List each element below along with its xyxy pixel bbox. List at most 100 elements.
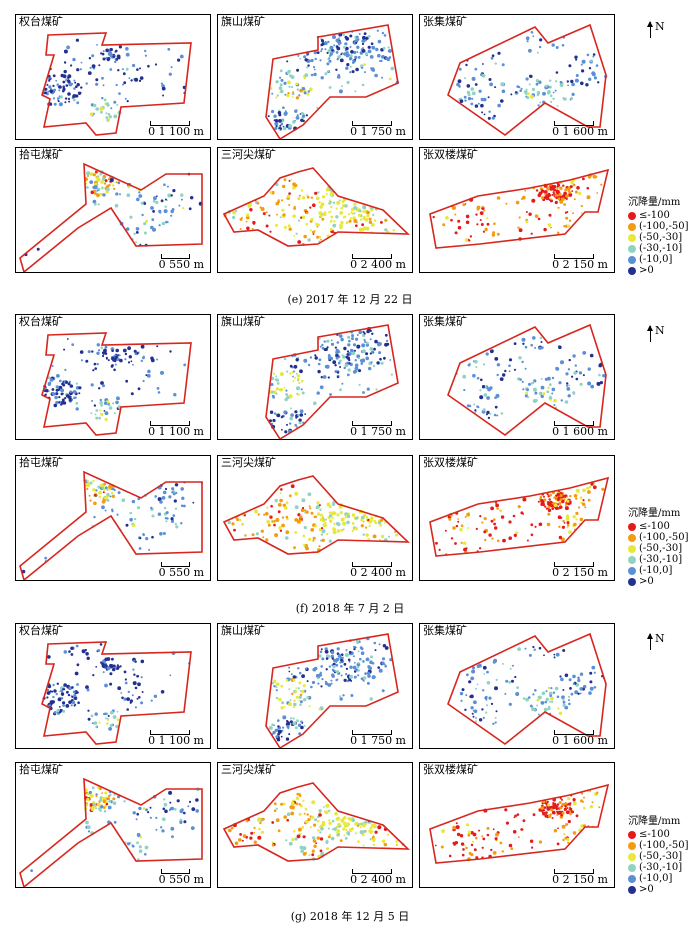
mine-boundary [222,475,411,555]
figure-caption-g: (g) 2018 年 12 月 5 日 [290,910,410,923]
legend-swatch-icon [628,244,636,253]
subsidence-points [434,789,601,862]
map-panel-quantai-g: 权台煤矿 0 1 100 m [15,623,211,749]
legend-swatch-icon [628,577,636,586]
map-panel-zhangshuanglou-e: 张双楼煤矿 0 2 150 m [419,147,615,273]
scale-bar: 0 2 400 m [350,562,406,578]
map-panel-zhangji-e: 张集煤矿 0 1 600 m [419,14,615,140]
mine-boundary [222,167,411,247]
subsidence-points [227,484,399,554]
scale-bar: 0 2 150 m [552,562,608,578]
figure-caption-e: (e) 2017 年 12 月 22 日 [287,293,413,306]
map-panel-quantai-f: 权台煤矿 0 1 100 m [15,314,211,440]
map-panel-zhangji-g: 张集煤矿 0 1 600 m [419,623,615,749]
scale-bar: 0 550 m [159,562,204,578]
mine-boundary [222,782,411,862]
scale-bar: 0 2 400 m [350,254,406,270]
subsidence-map [41,641,192,745]
map-panel-shitun-f: 拾屯煤矿 0 550 m [15,455,211,581]
mine-boundary [41,32,192,136]
subsidence-points [43,338,187,422]
scale-bar: 0 1 100 m [148,121,204,137]
mine-boundary [265,24,399,139]
panel-title: 张双楼煤矿 [423,148,478,161]
subsidence-points [21,478,203,574]
legend-item: (-30,-10] [628,554,689,565]
subsidence-points [456,31,608,120]
legend-item: (-50,-30] [628,851,689,862]
map-panel-quantai-e: 权台煤矿 0 1 100 m [15,14,211,140]
subsidence-points [269,327,393,434]
subsidence-points [435,481,605,556]
subsidence-map [429,168,610,249]
subsidence-points [432,173,603,242]
legend-swatch-icon [628,852,636,861]
subsidence-map [265,324,399,439]
panel-title: 三河尖煤矿 [221,148,276,161]
legend-swatch-icon [628,233,636,242]
subsidence-points [268,636,393,742]
legend-title: 沉降量/mm [628,508,681,519]
map-panel-shitun-g: 拾屯煤矿 0 550 m [15,762,211,888]
scale-bar: 0 1 600 m [552,730,608,746]
mine-boundary [19,162,203,272]
map-panel-zhangji-f: 张集煤矿 0 1 600 m [419,314,615,440]
subsidence-map [447,323,607,436]
panel-title: 张集煤矿 [423,315,467,328]
subsidence-points [267,29,400,131]
map-panel-qishan-g: 旗山煤矿 0 1 750 m [217,623,413,749]
scale-bar: 0 550 m [159,869,204,885]
scale-bar: 0 1 600 m [552,421,608,437]
scale-bar: 0 2 150 m [552,869,608,885]
legend-item: (-100,-50] [628,221,689,232]
panel-title: 权台煤矿 [19,315,63,328]
panel-title: 三河尖煤矿 [221,456,276,469]
subsidence-map [222,475,411,555]
subsidence-points [223,178,395,246]
scale-bar: 0 1 100 m [148,730,204,746]
legend-swatch-icon [628,522,636,531]
scale-bar: 0 550 m [159,254,204,270]
panel-title: 拾屯煤矿 [19,148,63,161]
subsidence-map [429,783,610,864]
legend-item: (-30,-10] [628,243,689,254]
panel-title: 权台煤矿 [19,624,63,637]
mine-boundary [429,476,610,557]
scale-bar: 0 1 750 m [350,730,406,746]
legend: 沉降量/mm ≤-100 (-100,-50] (-50,-30] (-30,-… [628,197,689,276]
map-panel-sanhejian-g: 三河尖煤矿 0 2 400 m [217,762,413,888]
scale-bar: 0 1 750 m [350,421,406,437]
legend-swatch-icon [628,885,636,894]
map-panel-sanhejian-f: 三河尖煤矿 0 2 400 m [217,455,413,581]
panel-title: 三河尖煤矿 [221,763,276,776]
panel-title: 张双楼煤矿 [423,763,478,776]
subsidence-map [447,23,608,136]
subsidence-map [265,633,399,748]
subsidence-map [19,777,203,887]
panel-title: 旗山煤矿 [221,624,265,637]
subsidence-map [19,162,203,272]
mine-boundary [265,633,399,748]
mine-boundary [265,324,399,439]
subsidence-map [19,470,203,580]
subsidence-map [41,332,192,436]
panel-title: 张集煤矿 [423,624,467,637]
legend-item: ≤-100 [628,521,689,532]
subsidence-map [41,32,192,136]
legend-swatch-icon [628,830,636,839]
subsidence-points [42,643,191,731]
panel-title: 旗山煤矿 [221,15,265,28]
map-panel-shitun-e: 拾屯煤矿 0 550 m [15,147,211,273]
legend-item: >0 [628,884,689,895]
subsidence-points [42,38,187,122]
subsidence-points [227,792,405,861]
legend-item: ≤-100 [628,829,689,840]
scale-bar: 0 1 100 m [148,421,204,437]
subsidence-points [30,785,200,872]
legend: 沉降量/mm ≤-100 (-100,-50] (-50,-30] (-30,-… [628,816,689,895]
panel-title: 拾屯煤矿 [19,456,63,469]
legend-item: (-10,0] [628,873,689,884]
legend-swatch-icon [628,555,636,564]
mine-boundary [41,641,192,745]
legend-item: (-100,-50] [628,532,689,543]
